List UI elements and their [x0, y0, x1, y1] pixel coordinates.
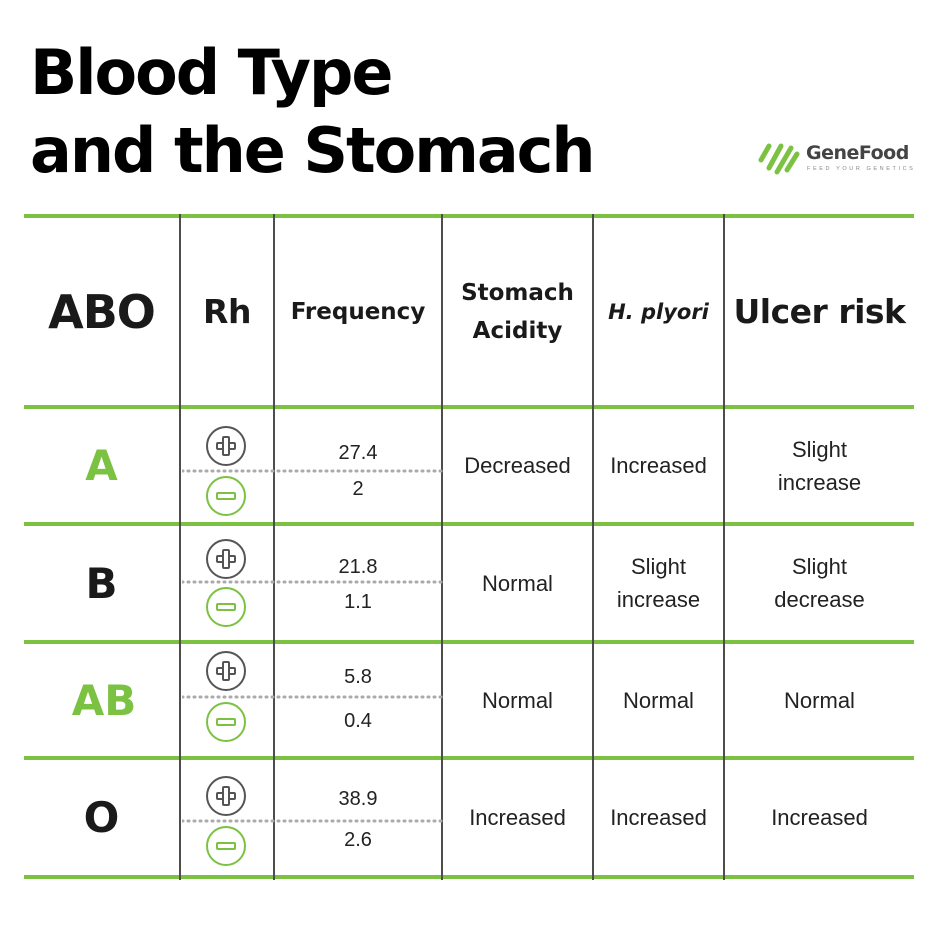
- row-divider: [24, 522, 914, 526]
- genefood-logo: GeneFood FEED YOUR GENETICS: [758, 140, 918, 176]
- ulcer-risk-value: Slight decrease: [725, 526, 914, 640]
- header-abo: ABO: [48, 284, 156, 339]
- h-pylori-value: Increased: [610, 453, 707, 478]
- row-dotted-divider: [182, 695, 444, 699]
- row-divider: [24, 640, 914, 644]
- row-dotted-divider: [182, 469, 444, 473]
- freq-negative: 1.1: [344, 591, 372, 613]
- genefood-leaf-icon: [758, 143, 800, 175]
- h-pylori-value: Slight increase: [594, 526, 723, 640]
- row-dotted-divider: [182, 819, 444, 823]
- header-frequency: Frequency: [290, 298, 426, 325]
- column-divider: [723, 214, 725, 880]
- ulcer-line-1: Slight: [791, 554, 848, 579]
- abo-type-o: O: [83, 793, 120, 842]
- abo-type-a: A: [85, 441, 118, 490]
- freq-positive: 27.4: [338, 442, 378, 464]
- freq-negative: 2: [352, 478, 364, 500]
- row-dotted-divider: [182, 580, 444, 584]
- row-divider: [24, 756, 914, 760]
- logo-tagline: FEED YOUR GENETICS: [807, 166, 916, 172]
- ulcer-risk-value: Slight increase: [725, 409, 914, 522]
- ulcer-line-2: increase: [777, 469, 862, 495]
- column-divider: [592, 214, 594, 880]
- acidity-value: Decreased: [464, 453, 571, 478]
- abo-type-b: B: [85, 558, 118, 608]
- header-acidity-line-1: Stomach: [461, 279, 574, 306]
- h-pylori-line-1: Slight: [630, 554, 687, 579]
- plus-circle-icon: [206, 776, 246, 816]
- header-stomach-acidity: Stomach Acidity: [443, 218, 592, 405]
- freq-negative: 0.4: [344, 710, 372, 732]
- table-bottom-border: [24, 875, 914, 879]
- minus-circle-icon: [206, 702, 246, 742]
- column-divider: [441, 214, 443, 880]
- acidity-value: Increased: [469, 805, 566, 830]
- header-divider: [24, 405, 914, 409]
- title-line-2: and the Stomach: [30, 114, 596, 187]
- title-line-1: Blood Type: [30, 36, 393, 109]
- header-acidity-line-2: Acidity: [472, 317, 563, 344]
- freq-positive: 5.8: [344, 666, 372, 688]
- header-h-pylori: H. plyori: [608, 299, 709, 324]
- h-pylori-value: Normal: [623, 687, 694, 713]
- table-top-border: [24, 214, 914, 218]
- acidity-value: Normal: [482, 687, 553, 713]
- ulcer-risk-value: Increased: [771, 805, 868, 830]
- minus-circle-icon: [206, 476, 246, 516]
- h-pylori-line-2: increase: [616, 587, 701, 612]
- header-ulcer-risk: Ulcer risk: [733, 292, 907, 331]
- column-divider: [179, 214, 181, 880]
- freq-positive: 21.8: [338, 556, 378, 578]
- page-title: Blood Type and the Stomach: [30, 34, 596, 190]
- plus-circle-icon: [206, 651, 246, 691]
- header-rh: Rh: [203, 292, 251, 331]
- ulcer-line-2: decrease: [774, 587, 865, 612]
- freq-positive: 38.9: [338, 788, 378, 810]
- logo-brand-text: GeneFood: [806, 142, 909, 164]
- plus-circle-icon: [206, 539, 246, 579]
- acidity-value: Normal: [482, 570, 553, 596]
- h-pylori-value: Increased: [610, 805, 707, 830]
- plus-circle-icon: [206, 426, 246, 466]
- minus-circle-icon: [206, 826, 246, 866]
- column-divider: [273, 214, 275, 880]
- minus-circle-icon: [206, 587, 246, 627]
- abo-type-ab: AB: [71, 675, 137, 725]
- ulcer-risk-value: Normal: [784, 687, 855, 713]
- ulcer-line-1: Slight: [791, 436, 848, 462]
- freq-negative: 2.6: [344, 829, 372, 851]
- blood-type-table: ABO Rh Frequency Stomach Acidity H. plyo…: [24, 214, 914, 880]
